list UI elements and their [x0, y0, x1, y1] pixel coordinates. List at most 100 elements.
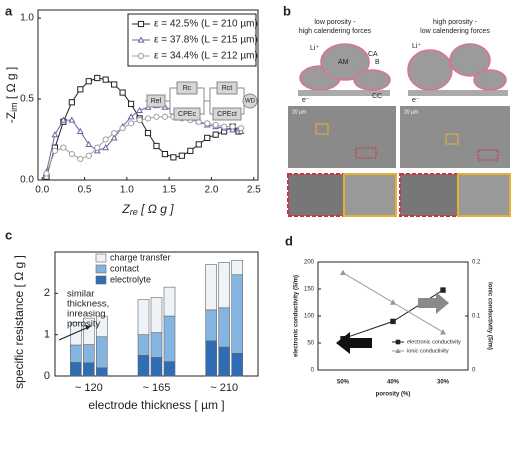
zoom-box [355, 147, 377, 159]
circuit-label: CPEc [178, 111, 196, 118]
circuit-label: WD [245, 99, 256, 105]
circuit-label: Rc [183, 85, 192, 92]
schematic-label: AM [338, 59, 349, 66]
bar-segment [205, 340, 217, 377]
schematic-label: B [375, 59, 380, 66]
scale-bar: 20 µm [292, 109, 306, 115]
marker [212, 131, 219, 138]
marker [85, 152, 92, 159]
marker [221, 123, 228, 130]
legend-label: electrolyte [110, 274, 151, 284]
schematic-title: low porosity - [314, 19, 356, 26]
bar-segment [96, 315, 108, 338]
marker [77, 86, 84, 93]
x-tick-label: 2.5 [247, 185, 261, 196]
circuit-label: CPEct [217, 111, 237, 118]
legend-label: charge transfer [110, 252, 171, 262]
sem-image [400, 106, 510, 168]
arrow [418, 292, 449, 314]
zoom-image [343, 173, 397, 217]
bar-segment [205, 264, 217, 311]
schematic-label: CA [368, 51, 378, 58]
circuit-element [173, 107, 201, 121]
axis-title: porosity (%) [376, 392, 411, 398]
y-tick-label: 1 [44, 329, 50, 341]
marker [111, 81, 118, 88]
sem-image [288, 106, 396, 168]
marker [77, 155, 84, 163]
bar-segment [96, 336, 108, 369]
scale-bar: 20 µm [404, 109, 418, 115]
axis-title-part: [ Ω g ] [138, 202, 174, 216]
bar-segment [150, 357, 163, 377]
marker [204, 120, 211, 127]
zoom-image [287, 173, 345, 217]
marker [59, 116, 67, 123]
annotation: inreasing [67, 309, 106, 320]
x-tick-label: 0.0 [35, 185, 49, 196]
legend-label: ε = 34.4% (L = 212 µm) [154, 51, 258, 62]
bar-segment [231, 352, 243, 377]
marker [94, 74, 101, 82]
series-line [342, 289, 444, 340]
x-tick-label: 40% [387, 380, 400, 386]
x-tick-label: 30% [437, 380, 450, 386]
current-collector [408, 90, 508, 96]
legend-label: contact [110, 263, 140, 273]
marker [144, 129, 152, 137]
marker [119, 89, 126, 96]
schematic: b low porosity - high calendering forces… [283, 3, 511, 217]
circuit-label: Rel [151, 98, 162, 105]
axis-title: electrode thickness [ µm ] [88, 398, 224, 412]
zoom-box [315, 123, 329, 135]
marker [51, 131, 59, 138]
zoom-box [477, 149, 499, 161]
legend-swatch [95, 253, 107, 263]
marker [136, 106, 143, 113]
y-tick-label: 2 [44, 287, 50, 299]
marker [229, 123, 236, 130]
zoom-box [445, 133, 459, 145]
panel-label: b [283, 3, 291, 18]
marker [178, 152, 185, 159]
bar-segment [150, 297, 163, 333]
axis-title: specific resistance [ Ω g ] [12, 255, 26, 389]
bar-segment [163, 286, 176, 317]
marker [390, 318, 396, 325]
x-tick-label: 2.0 [205, 185, 219, 196]
marker [68, 99, 75, 106]
marker [127, 100, 135, 108]
schematic-label: CC [372, 93, 382, 100]
axis-title: electronic conductivity (S/m) [294, 275, 300, 357]
marker [237, 125, 245, 132]
schematic-label: Li⁺ [412, 43, 421, 50]
axis-title: -Zim [ Ω g ] [4, 67, 19, 123]
axis-title-part: -Z [4, 112, 18, 123]
marker [60, 144, 67, 151]
circuit-element [216, 81, 238, 95]
y-tick-label: 150 [304, 287, 315, 293]
bar-segment [218, 307, 230, 348]
legend-label: electronic conductivity [407, 339, 461, 345]
axis-title: Zre [ Ω g ] [121, 202, 174, 217]
marker [43, 170, 50, 177]
bar-segment [163, 315, 176, 362]
bar-segment [218, 262, 230, 309]
y-tick-label: 100 [304, 314, 315, 320]
y2-tick-label: 0.1 [472, 314, 481, 320]
marker [68, 116, 76, 123]
plot-frame [37, 9, 259, 181]
annotation: thickness, [67, 299, 109, 310]
marker [119, 125, 126, 132]
bar-segment [137, 334, 150, 356]
x-tick-label: 0.5 [78, 185, 92, 196]
schematic-title: high calendering forces [299, 28, 372, 35]
bar-segment [163, 361, 176, 377]
marker [94, 144, 101, 151]
axis-title: ionic conductivity (S/m) [486, 282, 492, 350]
axis-title-part: Z [121, 202, 130, 216]
annotation: similar [67, 289, 94, 300]
legend-label: ε = 42.5% (L = 210 µm) [154, 19, 258, 30]
marker [137, 36, 145, 43]
